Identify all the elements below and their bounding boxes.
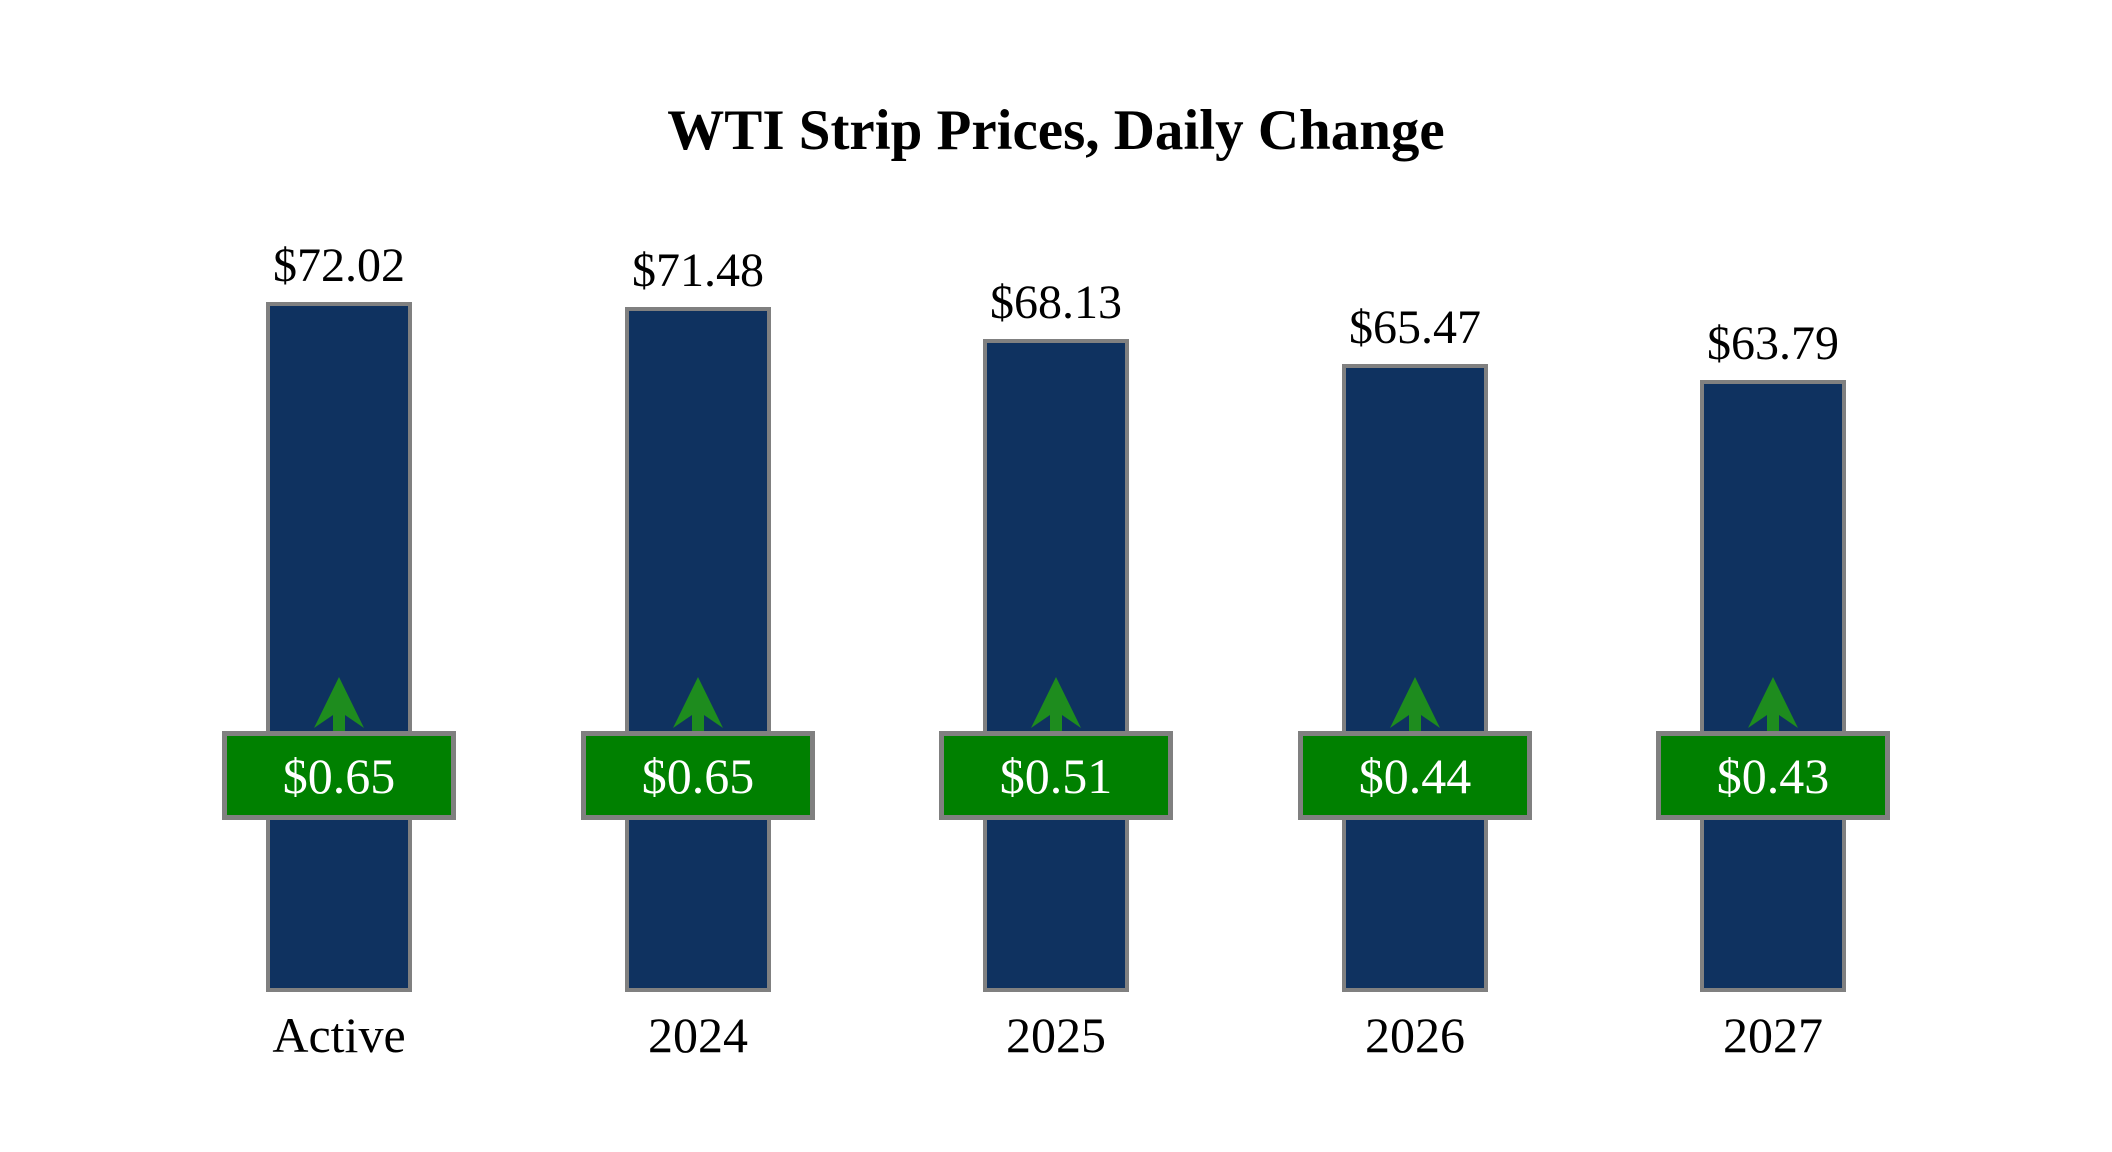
price-label: $65.47 [1349,301,1481,354]
bar-group-2024: $71.48 $0.65 2024 [578,0,818,1152]
category-label: Active [272,1007,406,1063]
up-arrow-icon [1031,677,1081,734]
price-label: $68.13 [990,276,1122,329]
bar-group-active: $72.02 $0.65 Active [219,0,459,1152]
daily-change-badge: $0.65 [222,731,456,820]
price-bar [983,339,1129,992]
category-label: 2024 [648,1007,748,1063]
price-label: $72.02 [273,239,405,292]
category-label: 2025 [1006,1007,1106,1063]
bar-group-2027: $63.79 $0.43 2027 [1653,0,1893,1152]
price-label: $71.48 [632,244,764,297]
daily-change-badge: $0.44 [1298,731,1532,820]
chart-title: WTI Strip Prices, Daily Change [667,99,1445,162]
price-bar [266,302,412,992]
up-arrow-icon [1748,677,1798,734]
daily-change-label: $0.65 [641,747,755,804]
daily-change-badge: $0.43 [1656,731,1890,820]
up-arrow-icon [1390,677,1440,734]
bar-group-2026: $65.47 $0.44 2026 [1295,0,1535,1152]
price-bar [625,307,771,992]
daily-change-label: $0.51 [999,747,1113,804]
daily-change-label: $0.65 [282,747,396,804]
price-label: $63.79 [1707,317,1839,370]
daily-change-badge: $0.65 [581,731,815,820]
up-arrow-icon [673,677,723,734]
daily-change-badge: $0.51 [939,731,1173,820]
category-label: 2026 [1365,1007,1465,1063]
daily-change-label: $0.43 [1716,747,1830,804]
category-label: 2027 [1723,1007,1823,1063]
up-arrow-icon [314,677,364,734]
bar-group-2025: $68.13 $0.51 2025 [936,0,1176,1152]
daily-change-label: $0.44 [1358,747,1472,804]
